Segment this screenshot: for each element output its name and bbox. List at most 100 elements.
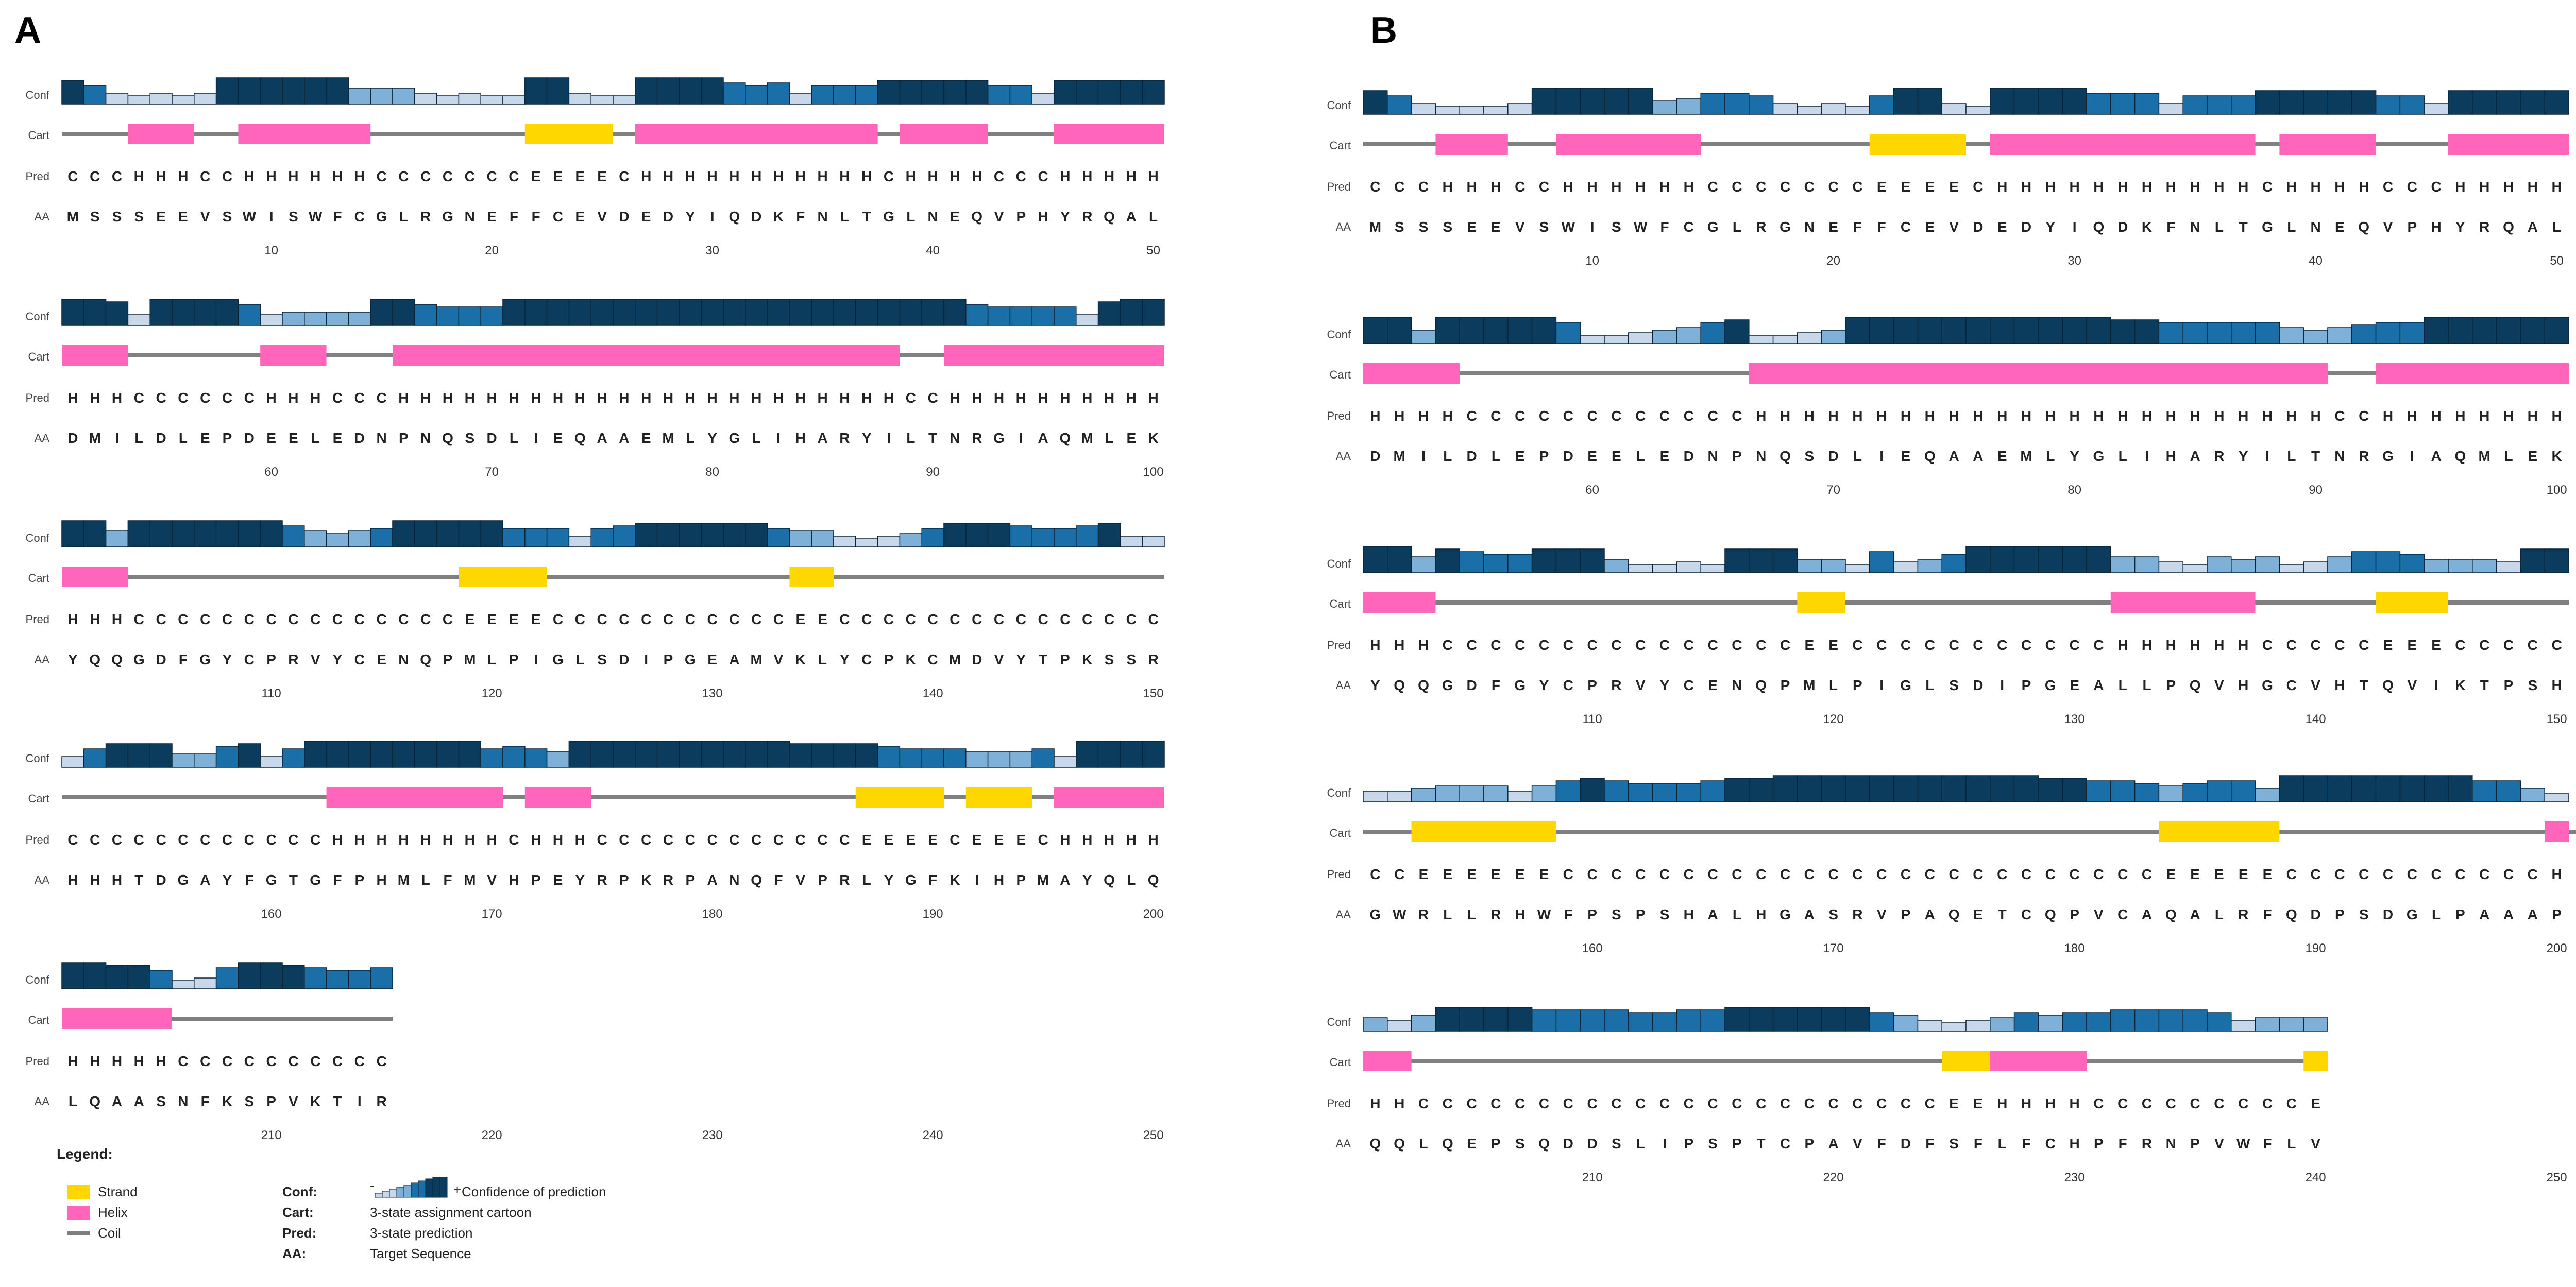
aa-letter: V: [1515, 219, 1525, 235]
conf-bar: [1387, 546, 1412, 573]
aa-letter: E: [1491, 219, 1501, 235]
pred-letter: C: [1515, 408, 1525, 424]
aa-letter: Q: [1418, 677, 1429, 693]
aa-letter: A: [1948, 448, 1959, 464]
legend-conf-bar: [439, 1177, 448, 1198]
aa-letter: D: [2383, 906, 2393, 922]
aa-letter: W: [1562, 219, 1575, 235]
row-label-cart: Cart: [28, 572, 49, 585]
conf-bar: [458, 93, 481, 105]
strand-segment: [524, 124, 613, 144]
aa-letter: K: [641, 872, 651, 888]
aa-letter: A: [2503, 906, 2514, 922]
aa-letter: D: [2310, 906, 2320, 922]
pred-letter: C: [751, 611, 761, 627]
row-label-cart: Cart: [1329, 827, 1351, 839]
pred-letter: C: [2069, 637, 2079, 653]
aa-letter: R: [1611, 677, 1621, 693]
pred-letter: C: [1563, 1095, 1573, 1111]
pred-letter: C: [1684, 637, 1694, 653]
conf-bar: [1941, 317, 1967, 344]
aa-letter: G: [685, 651, 696, 667]
aa-letter: Q: [1104, 872, 1115, 888]
conf-bar: [392, 88, 415, 105]
aa-letter: L: [2432, 906, 2441, 922]
position-tick-label: 90: [926, 465, 940, 479]
row-label-pred: Pred: [26, 833, 49, 846]
conf-bar: [833, 85, 856, 105]
aa-letter: P: [1636, 906, 1646, 922]
pred-letter: H: [2286, 179, 2297, 195]
conf-bar: [524, 528, 548, 547]
aa-letter: G: [905, 872, 917, 888]
aa-letter: Q: [1780, 448, 1791, 464]
aa-letter: I: [1019, 430, 1023, 446]
conf-bar: [1054, 80, 1077, 105]
aa-letter: L: [2046, 448, 2055, 464]
aa-letter: Q: [1394, 1136, 1405, 1152]
pred-letter: C: [2045, 637, 2056, 653]
aa-letter: A: [1038, 430, 1048, 446]
conf-bar: [1435, 317, 1460, 344]
pred-letter: H: [1659, 179, 1670, 195]
aa-letter: A: [1804, 906, 1815, 922]
pred-letter: H: [2528, 179, 2538, 195]
conf-bar: [833, 299, 856, 326]
pred-letter: C: [376, 611, 386, 627]
pred-letter: H: [1394, 408, 1404, 424]
helix-segment: [62, 345, 128, 366]
conf-bar: [921, 299, 944, 326]
pred-letter: H: [1611, 179, 1621, 195]
pred-letter: E: [994, 832, 1004, 848]
aa-letter: P: [619, 872, 629, 888]
position-tick-label: 140: [923, 687, 943, 700]
conf-bar: [1142, 741, 1165, 768]
conf-bar: [2399, 554, 2425, 573]
pred-letter: C: [2407, 179, 2417, 195]
aa-letter: P: [884, 651, 894, 667]
aa-letter: P: [1901, 906, 1911, 922]
conf-bar: [1990, 88, 2015, 115]
legend-conf-bar: [375, 1193, 383, 1198]
conf-bar: [458, 741, 481, 768]
helix-segment: [1435, 134, 1508, 155]
aa-letter: Q: [2093, 219, 2105, 235]
pred-letter: C: [2286, 1095, 2297, 1111]
aa-letter: V: [1853, 1136, 1862, 1152]
conf-bar: [2207, 556, 2232, 573]
conf-bar: [1772, 1007, 1798, 1032]
aa-letter: Q: [1060, 430, 1071, 446]
conf-bar: [855, 299, 878, 326]
conf-bar: [1507, 317, 1533, 344]
aa-letter: I: [2434, 677, 2438, 693]
conf-bar: [2472, 780, 2497, 802]
conf-bar: [877, 299, 901, 326]
aa-letter: E: [1515, 448, 1525, 464]
aa-letter: N: [950, 430, 960, 446]
pred-letter: E: [575, 168, 585, 184]
conf-bar: [238, 77, 261, 105]
aa-letter: E: [1828, 219, 1838, 235]
conf-bar: [2134, 556, 2160, 573]
conf-bar: [2424, 775, 2449, 802]
conf-bar: [326, 970, 349, 989]
aa-letter: L: [1105, 430, 1113, 446]
aa-letter: Y: [840, 651, 850, 667]
pred-letter: C: [2262, 179, 2273, 195]
conf-bar: [436, 306, 460, 326]
pred-letter: H: [817, 168, 827, 184]
conf-bar: [1483, 785, 1509, 802]
pred-letter: C: [1780, 866, 1790, 882]
pred-letter: C: [1948, 637, 1959, 653]
aa-letter: F: [1564, 906, 1572, 922]
pred-letter: H: [398, 832, 409, 848]
row-label-conf: Conf: [26, 531, 50, 544]
aa-letter: F: [928, 872, 937, 888]
conf-bar: [2303, 775, 2328, 802]
pred-letter: C: [1852, 179, 1862, 195]
conf-bar: [127, 95, 150, 105]
pred-letter: C: [244, 832, 255, 848]
aa-letter: L: [818, 651, 827, 667]
conf-bar: [1990, 546, 2015, 573]
pred-letter: C: [1587, 637, 1597, 653]
